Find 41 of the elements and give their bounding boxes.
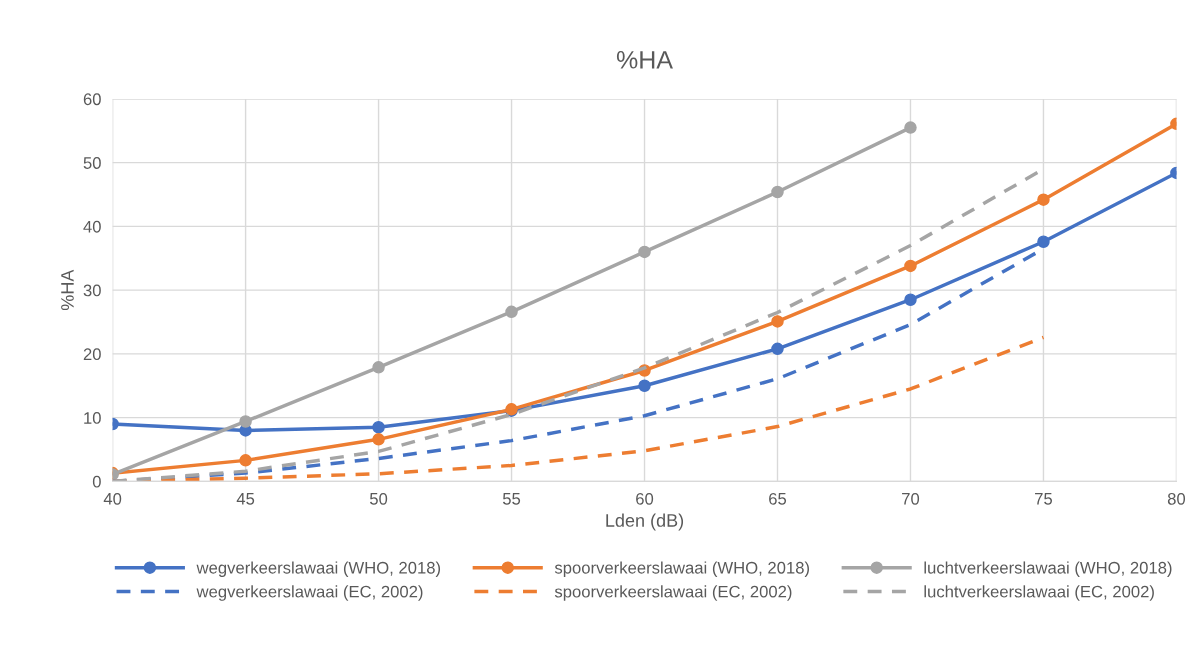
point xyxy=(771,185,784,199)
point xyxy=(904,121,917,134)
point xyxy=(638,379,651,393)
point xyxy=(771,342,784,356)
point xyxy=(904,259,917,273)
legend-label: spoorverkeerslawaai (EC, 2002) xyxy=(554,585,792,601)
point xyxy=(372,361,385,374)
x-tick-label: 65 xyxy=(769,492,787,505)
x-tick-label: 45 xyxy=(236,493,255,505)
y-axis-title: %HA xyxy=(61,269,74,311)
point xyxy=(771,315,784,328)
y-tick-label: 40 xyxy=(83,220,101,233)
legend-label: wegverkeerslawaai (WHO, 2018) xyxy=(196,561,441,577)
x-tick-label: 55 xyxy=(502,493,521,505)
point xyxy=(1037,235,1050,248)
point xyxy=(239,454,252,467)
x-axis-title: Lden (dB) xyxy=(606,513,684,531)
y-tick-label: 60 xyxy=(83,93,101,106)
chart-title: %HA xyxy=(616,51,673,69)
point xyxy=(239,415,252,428)
legend-label: luchtverkeerslawaai (EC, 2002) xyxy=(924,585,1154,601)
legend-label: luchtverkeerslawaai (WHO, 2018) xyxy=(924,561,1172,577)
y-tick-label: 20 xyxy=(83,348,101,361)
x-tick-label: 75 xyxy=(1035,493,1053,505)
point xyxy=(638,245,651,259)
legend-label: spoorverkeerslawaai (WHO, 2018) xyxy=(554,561,810,577)
point xyxy=(372,433,385,446)
point xyxy=(1037,193,1050,206)
x-tick-label: 40 xyxy=(103,492,122,505)
y-tick-label: 10 xyxy=(84,412,101,424)
point xyxy=(904,293,917,306)
point xyxy=(372,420,385,434)
y-tick-label: 50 xyxy=(83,157,101,169)
x-tick-label: 60 xyxy=(636,492,654,505)
x-tick-label: 70 xyxy=(902,492,920,505)
legend-label: wegverkeerslawaai (EC, 2002) xyxy=(196,585,423,601)
point xyxy=(505,305,518,319)
y-tick-label: 0 xyxy=(92,475,101,488)
x-tick-label: 50 xyxy=(369,492,388,505)
y-tick-label: 30 xyxy=(83,284,101,297)
x-tick-label: 80 xyxy=(1167,492,1186,505)
